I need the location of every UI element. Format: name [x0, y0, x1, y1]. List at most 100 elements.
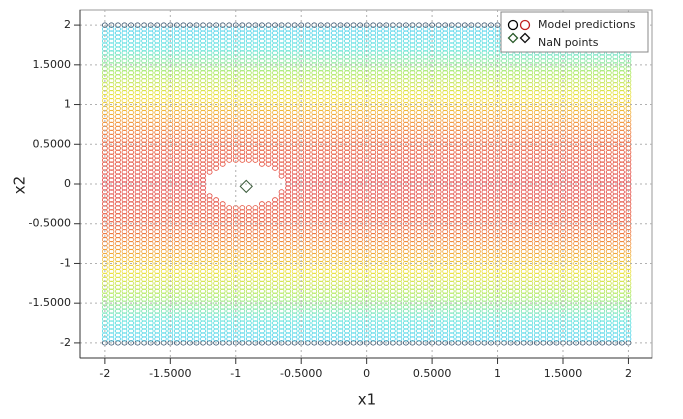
- prediction-point: [566, 209, 573, 215]
- prediction-point: [291, 260, 298, 267]
- prediction-point: [121, 177, 128, 183]
- prediction-point: [396, 324, 403, 330]
- prediction-point: [579, 336, 586, 342]
- prediction-point: [370, 113, 377, 120]
- prediction-point: [475, 237, 481, 243]
- prediction-point: [579, 165, 586, 171]
- prediction-point: [291, 296, 298, 302]
- prediction-point: [239, 308, 246, 314]
- prediction-point: [252, 97, 259, 104]
- prediction-point: [494, 113, 501, 120]
- prediction-point: [213, 125, 220, 131]
- prediction-point: [520, 316, 527, 322]
- prediction-point: [612, 237, 619, 243]
- prediction-point: [108, 177, 115, 183]
- prediction-point: [461, 225, 468, 231]
- prediction-point: [579, 229, 586, 235]
- prediction-point: [403, 225, 409, 231]
- prediction-point: [324, 312, 331, 318]
- prediction-point: [265, 248, 272, 255]
- prediction-point: [304, 169, 311, 175]
- prediction-point: [147, 340, 154, 346]
- prediction-point: [520, 165, 527, 171]
- prediction-point: [245, 153, 252, 159]
- prediction-point: [101, 328, 108, 334]
- prediction-point: [494, 272, 501, 278]
- prediction-point: [396, 145, 403, 151]
- prediction-point: [520, 308, 527, 314]
- prediction-point: [311, 276, 318, 282]
- prediction-point: [350, 209, 357, 215]
- prediction-point: [435, 137, 442, 143]
- prediction-point: [226, 304, 233, 310]
- prediction-point: [599, 157, 606, 163]
- prediction-point: [101, 113, 108, 120]
- prediction-point: [134, 256, 141, 263]
- prediction-point: [422, 133, 429, 139]
- prediction-point: [101, 308, 108, 314]
- prediction-point: [422, 165, 429, 171]
- prediction-point: [331, 225, 337, 231]
- prediction-point: [304, 237, 311, 243]
- prediction-point: [252, 304, 259, 310]
- prediction-point: [566, 213, 573, 219]
- prediction-point: [278, 336, 285, 342]
- prediction-point: [357, 284, 364, 290]
- prediction-point: [520, 252, 527, 259]
- prediction-point: [599, 141, 606, 147]
- prediction-point: [389, 153, 396, 159]
- prediction-point: [180, 133, 187, 139]
- prediction-point: [337, 300, 344, 306]
- prediction-point: [331, 193, 337, 199]
- prediction-point: [324, 229, 331, 235]
- prediction-point: [298, 272, 305, 278]
- prediction-point: [324, 209, 331, 215]
- prediction-point: [121, 328, 128, 334]
- prediction-point: [298, 268, 305, 274]
- prediction-point: [527, 332, 534, 338]
- prediction-point: [403, 308, 409, 314]
- prediction-point: [448, 312, 455, 318]
- prediction-point: [141, 133, 148, 139]
- prediction-point: [520, 129, 527, 135]
- prediction-point: [566, 137, 573, 143]
- prediction-point: [553, 308, 560, 314]
- prediction-point: [448, 129, 455, 135]
- prediction-point: [376, 197, 383, 203]
- prediction-point: [219, 308, 226, 314]
- prediction-point: [252, 94, 259, 100]
- prediction-point: [173, 256, 180, 263]
- prediction-point: [141, 169, 148, 175]
- prediction-point: [173, 205, 180, 211]
- prediction-point: [363, 304, 370, 310]
- prediction-point: [252, 328, 259, 334]
- prediction-point: [219, 237, 226, 243]
- prediction-point: [187, 268, 193, 274]
- prediction-point: [350, 145, 357, 151]
- prediction-point: [324, 252, 331, 259]
- prediction-point: [579, 304, 586, 310]
- prediction-point: [527, 137, 534, 143]
- prediction-point: [180, 165, 187, 171]
- prediction-point: [455, 125, 462, 131]
- prediction-point: [409, 240, 416, 247]
- prediction-point: [259, 153, 265, 159]
- prediction-point: [586, 217, 593, 223]
- prediction-point: [527, 157, 534, 163]
- prediction-point: [422, 125, 429, 131]
- prediction-point: [396, 205, 403, 211]
- prediction-point: [324, 105, 331, 112]
- prediction-point: [527, 201, 534, 207]
- prediction-point: [108, 185, 115, 191]
- prediction-point: [448, 244, 455, 251]
- prediction-point: [350, 109, 357, 116]
- prediction-point: [547, 113, 553, 120]
- prediction-point: [154, 125, 161, 131]
- prediction-point: [370, 185, 377, 191]
- prediction-point: [193, 193, 200, 199]
- prediction-point: [612, 244, 619, 251]
- prediction-point: [108, 268, 115, 274]
- prediction-point: [357, 113, 364, 120]
- prediction-point: [455, 201, 462, 207]
- prediction-point: [396, 276, 403, 282]
